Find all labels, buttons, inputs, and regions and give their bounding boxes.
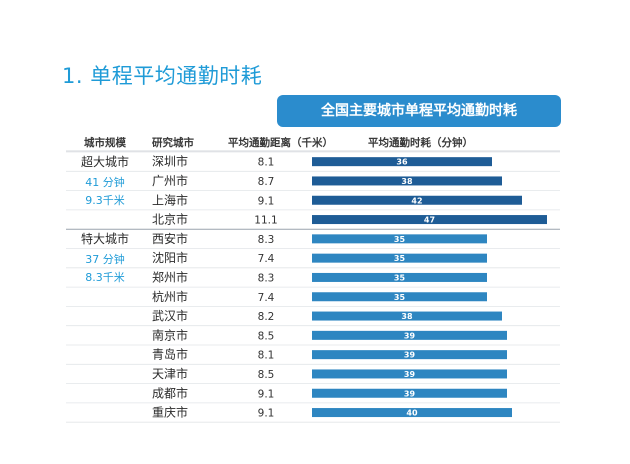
commute-time-bar	[312, 215, 547, 225]
table-row: 成都市 9.1 39	[152, 385, 507, 400]
tier-name: 超大城市	[81, 154, 129, 169]
commute-distance: 8.5	[258, 369, 275, 381]
city-name: 深圳市	[152, 154, 188, 169]
commute-time-label: 35	[394, 235, 406, 244]
city-name: 上海市	[152, 192, 188, 207]
commute-time-label: 35	[394, 273, 406, 282]
page-title: 1. 单程平均通勤时耗	[62, 64, 263, 88]
table-row: 重庆市 9.1 40	[152, 405, 512, 420]
commute-time-bar	[312, 388, 507, 398]
table-row: 青岛市 8.1 39	[152, 347, 507, 362]
city-name: 重庆市	[152, 405, 188, 420]
city-name: 郑州市	[152, 269, 188, 284]
commute-time-label: 39	[404, 389, 416, 398]
table-row: 沈阳市 7.4 35	[152, 250, 487, 265]
column-header: 城市规模	[84, 136, 126, 149]
commute-time-bar	[312, 350, 507, 360]
commute-time-label: 39	[404, 331, 416, 340]
commute-distance: 8.3	[258, 234, 275, 246]
city-name: 青岛市	[152, 347, 188, 362]
commute-time-bar	[312, 234, 487, 244]
commute-distance: 8.5	[258, 330, 275, 342]
table-row: 北京市 11.1 47	[152, 212, 547, 227]
tier-avg-time: 41 分钟	[85, 175, 125, 189]
commute-time-bar	[312, 408, 512, 418]
commute-time-label: 35	[394, 254, 406, 263]
commute-time-bar	[312, 157, 492, 167]
commute-time-bar	[312, 292, 487, 302]
commute-time-label: 38	[401, 177, 413, 186]
table-row: 南京市 8.5 39	[152, 327, 507, 342]
commute-time-bar	[312, 311, 502, 321]
city-rows: 深圳市 8.1 36 广州市 8.7 38 上海市 9.1 42 北京市 11.1 47 西安市 8.3 3…	[152, 154, 547, 420]
table-row: 武汉市 8.2 38	[152, 308, 502, 323]
tier-avg-time: 37 分钟	[85, 252, 125, 266]
commute-distance: 8.7	[258, 176, 275, 188]
commute-distance: 7.4	[258, 253, 275, 265]
table-row: 郑州市 8.3 35	[152, 269, 487, 284]
city-name: 南京市	[152, 327, 188, 342]
commute-distance: 8.1	[258, 350, 275, 362]
city-name: 杭州市	[152, 289, 188, 304]
chart-title-banner: 全国主要城市单程平均通勤时耗	[277, 95, 561, 127]
commute-time-bar	[312, 253, 487, 263]
city-name: 北京市	[152, 212, 188, 227]
commute-time-label: 40	[406, 409, 418, 418]
tier-block: 超大城市 41 分钟 9.3千米	[81, 154, 129, 207]
tier-avg-distance: 8.3千米	[85, 271, 125, 284]
tier-name: 特大城市	[81, 231, 129, 246]
table-row: 深圳市 8.1 36	[152, 154, 492, 169]
commute-distance: 8.1	[258, 157, 275, 169]
commute-distance: 11.1	[254, 215, 277, 227]
commute-time-label: 47	[424, 216, 435, 225]
commute-time-label: 39	[404, 370, 416, 379]
commute-distance: 8.3	[258, 272, 275, 284]
commute-time-bar	[312, 195, 522, 205]
commute-time-label: 35	[394, 293, 406, 302]
commute-distance: 7.4	[258, 292, 275, 304]
table-row: 西安市 8.3 35	[152, 231, 487, 246]
commute-distance: 8.2	[258, 311, 275, 323]
table-row: 上海市 9.1 42	[152, 192, 522, 207]
tier-avg-distance: 9.3千米	[85, 194, 125, 207]
commute-time-label: 36	[396, 158, 408, 167]
commute-time-label: 39	[404, 351, 416, 360]
commute-time-bar	[312, 176, 502, 186]
commute-time-bar	[312, 330, 507, 340]
column-header: 研究城市	[152, 136, 194, 149]
city-name: 天津市	[152, 366, 188, 381]
city-name: 武汉市	[152, 308, 188, 323]
column-headers: 城市规模 研究城市 平均通勤距离（千米） 平均通勤时耗（分钟）	[84, 136, 473, 149]
tier-block: 特大城市 37 分钟 8.3千米	[81, 231, 129, 284]
row-dividers	[66, 150, 560, 423]
commute-distance: 9.1	[258, 408, 275, 420]
commute-distance: 9.1	[258, 195, 275, 207]
commute-time-label: 38	[401, 312, 413, 321]
table-row: 天津市 8.5 39	[152, 366, 507, 381]
city-name: 广州市	[152, 173, 188, 188]
city-name: 成都市	[152, 385, 188, 400]
column-header: 平均通勤距离（千米）	[228, 136, 333, 149]
commute-time-bar	[312, 272, 487, 282]
table-row: 广州市 8.7 38	[152, 173, 502, 188]
column-header: 平均通勤时耗（分钟）	[368, 136, 473, 149]
city-name: 沈阳市	[152, 250, 188, 265]
city-name: 西安市	[152, 231, 188, 246]
commute-time-label: 42	[411, 196, 422, 205]
table-row: 杭州市 7.4 35	[152, 289, 487, 304]
commute-time-bar	[312, 369, 507, 379]
commute-distance: 9.1	[258, 388, 275, 400]
